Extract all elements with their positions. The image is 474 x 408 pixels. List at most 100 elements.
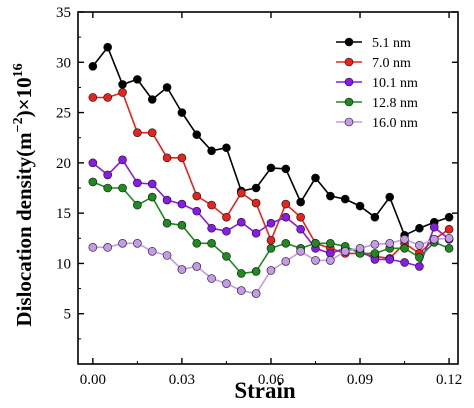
series-layer <box>88 42 454 298</box>
data-point <box>133 200 142 210</box>
data-point <box>88 93 98 102</box>
data-point <box>222 279 231 288</box>
data-point <box>162 218 172 228</box>
data-point <box>429 234 439 244</box>
series-5 <box>88 233 454 298</box>
y-tick-label: 35 <box>56 5 71 21</box>
data-point <box>385 192 395 202</box>
legend-label: 7.0 nm <box>372 56 411 71</box>
data-point <box>177 265 187 274</box>
data-point <box>355 244 365 253</box>
data-point <box>444 233 454 243</box>
legend: 5.1 nm 7.0 nm 10.1 nm 12.8 nm 16.0 nm <box>336 36 418 131</box>
data-point <box>177 220 187 230</box>
data-point <box>147 247 157 256</box>
data-point <box>207 239 216 248</box>
data-point <box>370 249 380 258</box>
data-point <box>281 199 291 209</box>
legend-label: 12.8 nm <box>372 96 418 111</box>
x-axis-title: Strain <box>234 378 296 403</box>
y-axis-ticks: 5 10 15 20 25 30 35 <box>56 5 458 340</box>
y-axis-title-main: Dislocation density(m <box>12 132 36 327</box>
data-point <box>236 269 246 278</box>
series-3 <box>88 155 454 271</box>
data-point <box>236 188 246 198</box>
data-point <box>133 239 142 248</box>
data-point <box>133 75 142 84</box>
data-point <box>370 212 380 222</box>
data-point <box>207 223 216 233</box>
legend-label: 16.0 nm <box>372 116 418 131</box>
x-tick-label: 0.00 <box>80 372 106 388</box>
data-point <box>355 201 365 211</box>
y-axis-title: Dislocation density(m−2)×1016 <box>11 63 36 326</box>
data-point <box>103 243 112 252</box>
data-point <box>266 266 276 275</box>
x-tick-label: 0.12 <box>436 372 462 388</box>
data-point <box>103 183 112 193</box>
data-point <box>103 42 112 52</box>
y-tick-label: 30 <box>56 55 71 71</box>
legend-item: 12.8 nm <box>336 96 418 111</box>
x-tick-label: 0.06 <box>258 372 285 388</box>
data-point <box>296 212 305 222</box>
y-tick-label: 20 <box>56 156 71 172</box>
data-point <box>385 255 395 264</box>
data-point <box>133 178 142 188</box>
data-point <box>281 212 291 222</box>
data-point <box>311 173 320 183</box>
data-point <box>162 153 172 163</box>
y-tick-label: 5 <box>64 307 72 323</box>
data-point <box>118 80 127 89</box>
data-point <box>400 244 409 253</box>
data-point <box>296 224 305 234</box>
data-point <box>192 262 202 271</box>
data-point <box>251 228 261 238</box>
data-point <box>177 199 187 209</box>
data-point <box>88 158 98 168</box>
data-point <box>251 267 261 276</box>
data-point <box>207 274 216 283</box>
data-point <box>266 235 276 245</box>
legend-marker <box>344 77 354 87</box>
data-point <box>326 239 335 248</box>
data-point <box>236 217 246 227</box>
data-point <box>222 212 231 222</box>
y-axis-title-exp2: 16 <box>11 63 26 77</box>
data-point <box>311 256 320 265</box>
legend-label: 10.1 nm <box>372 76 418 91</box>
data-point <box>192 191 202 201</box>
data-point <box>251 289 261 298</box>
data-point <box>177 153 187 163</box>
series-4 <box>88 177 454 278</box>
legend-item: 7.0 nm <box>336 56 411 71</box>
data-point <box>147 128 157 137</box>
y-tick-label: 25 <box>56 106 71 122</box>
data-point <box>222 143 231 153</box>
legend-marker <box>344 37 354 47</box>
data-point <box>207 146 216 156</box>
data-point <box>400 258 409 267</box>
data-point <box>207 200 216 210</box>
x-axis-ticks: 0.00 0.03 0.06 0.09 0.12 <box>80 12 462 388</box>
data-point <box>88 62 98 71</box>
data-point <box>88 243 98 252</box>
data-point <box>444 244 454 253</box>
data-point <box>281 164 291 174</box>
data-point <box>444 224 454 234</box>
data-point <box>103 170 112 180</box>
data-point <box>162 195 172 205</box>
data-point <box>311 239 320 248</box>
data-point <box>118 183 127 193</box>
data-point <box>222 226 231 236</box>
data-point <box>400 234 409 244</box>
data-point <box>326 191 335 201</box>
data-point <box>147 192 157 202</box>
data-point <box>444 212 454 222</box>
y-axis-title-exp1: −2 <box>11 117 26 132</box>
data-point <box>296 197 305 207</box>
data-point <box>118 239 127 248</box>
data-point <box>415 241 424 250</box>
data-point <box>415 262 424 271</box>
y-axis-title-mid: )×10 <box>12 77 36 117</box>
